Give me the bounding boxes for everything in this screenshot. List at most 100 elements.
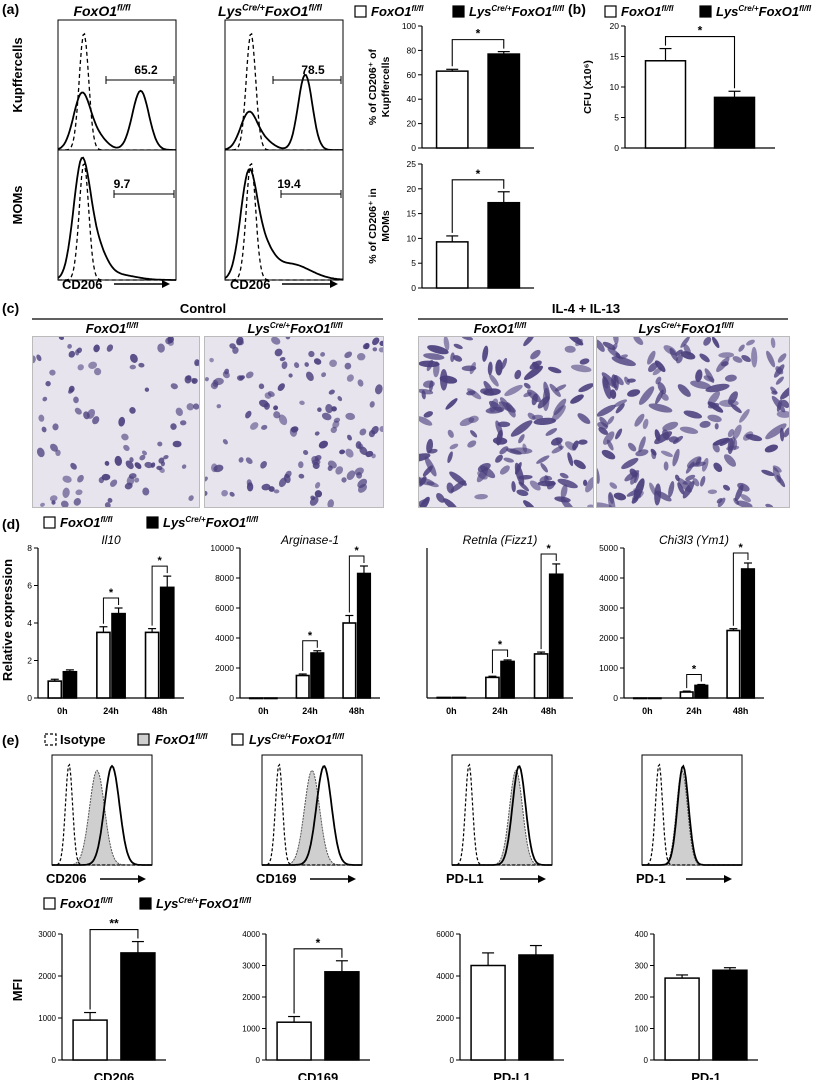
stained-cell	[106, 344, 114, 352]
gate-percentage: 19.4	[277, 177, 301, 191]
stained-cell	[482, 345, 489, 362]
histogram-axis-label: CD206	[230, 277, 270, 292]
stained-cell	[530, 349, 541, 360]
y-tick-label: 5000	[599, 543, 618, 553]
stained-cell	[727, 429, 735, 438]
y-tick-label: 100	[402, 21, 416, 31]
stained-cell	[695, 369, 703, 383]
stained-cell	[712, 437, 730, 446]
significance-star: *	[498, 639, 503, 651]
isotype-curve	[262, 763, 362, 866]
stained-cell	[627, 442, 637, 452]
stained-cell	[567, 452, 574, 467]
stained-cell	[421, 390, 426, 400]
y-tick-label: 2000	[599, 633, 618, 643]
stained-cell	[357, 478, 368, 489]
stained-cell	[369, 401, 375, 408]
stained-cell	[510, 420, 533, 437]
stained-cell	[273, 489, 280, 494]
micrograph-cells	[419, 337, 593, 507]
stained-cell	[38, 414, 45, 422]
stained-cell	[449, 443, 459, 450]
stained-cell	[190, 378, 196, 383]
stained-cell	[570, 364, 592, 373]
stained-cell	[504, 384, 523, 397]
stained-cell	[704, 368, 715, 383]
stained-cell	[318, 440, 329, 449]
stained-cell	[303, 449, 309, 456]
legend-wt: FoxO1fl/fl	[155, 732, 208, 747]
stained-cell	[423, 411, 434, 418]
stained-cell	[733, 497, 740, 505]
stained-cell	[337, 396, 343, 402]
y-tick-label: 0	[27, 693, 32, 703]
histogram-frame	[451, 754, 553, 866]
chart-title: Il10	[101, 533, 121, 547]
panel-label: (c)	[2, 300, 19, 316]
stained-cell	[501, 357, 508, 370]
chart-b_cfu: 0 5 10 15 20 * CFU (x10⁶)	[582, 21, 775, 153]
stained-cell	[466, 390, 476, 396]
stained-cell	[264, 402, 270, 410]
stained-cell	[222, 439, 228, 445]
bar-ko	[263, 697, 278, 700]
stained-cell	[346, 470, 356, 480]
x-axis-label: CD206	[94, 1070, 134, 1080]
bar-wt	[47, 680, 63, 699]
stained-cell	[680, 351, 696, 360]
histogram-frame	[224, 19, 344, 151]
stained-cell	[657, 382, 667, 395]
stained-cell	[707, 414, 722, 423]
stained-cell	[634, 413, 645, 427]
stained-cell	[347, 434, 352, 441]
stained-cell	[36, 354, 42, 362]
stained-cell	[611, 356, 636, 367]
stained-cell	[368, 430, 376, 438]
arrow-head	[348, 875, 356, 883]
x-axis-label: PD-1	[691, 1070, 721, 1080]
legend-wt: FoxO1fl/fl	[621, 4, 674, 19]
isotype-curve	[225, 162, 343, 281]
significance-bracket	[293, 948, 343, 1014]
bar-ko	[694, 684, 709, 699]
chart-e_cd206: 0 1000 2000 3000 ** CD206	[38, 917, 166, 1080]
legend-ko: LysCre/+FoxO1fl/fl	[249, 732, 345, 747]
panel-label: (a)	[2, 1, 19, 17]
stained-cell	[679, 426, 699, 434]
y-tick-label: 0	[613, 693, 618, 703]
y-tick-label: 4000	[242, 930, 260, 939]
stained-cell	[298, 473, 305, 479]
stained-cell	[359, 446, 368, 456]
stained-cell	[447, 429, 454, 438]
stained-cell	[495, 420, 503, 437]
stained-cell	[52, 423, 59, 431]
stained-cell	[557, 478, 578, 489]
y-tick-label: 0	[411, 283, 416, 293]
stained-cell	[88, 361, 98, 369]
stained-cell	[93, 344, 100, 353]
stained-cell	[598, 427, 609, 435]
y-tick-label: 25	[407, 159, 417, 169]
bar-wt	[632, 697, 648, 700]
chart-e_pdl1: 0 2000 4000 6000 PD-L1	[436, 930, 564, 1080]
stained-cell	[682, 481, 695, 499]
stained-cell	[692, 461, 706, 467]
legend-ko: LysCre/+FoxO1fl/fl	[716, 4, 812, 19]
stained-cell	[597, 339, 605, 352]
stained-cell	[419, 388, 434, 395]
stained-cell	[707, 489, 718, 495]
arrow-head	[724, 875, 732, 883]
stained-cell	[612, 337, 619, 345]
y-axis-label: % of CD206⁺ of	[367, 48, 379, 125]
x-tick-label: 24h	[302, 706, 318, 716]
stained-cell	[516, 489, 529, 497]
stained-cell	[362, 342, 370, 350]
stained-cell	[356, 472, 363, 479]
gate-percentage: 65.2	[134, 63, 158, 77]
stained-cell	[578, 383, 593, 393]
stained-cell	[660, 450, 673, 457]
stained-cell	[613, 375, 624, 386]
stained-cell	[75, 489, 83, 496]
bar-ko	[487, 201, 521, 289]
stained-cell	[683, 343, 691, 356]
